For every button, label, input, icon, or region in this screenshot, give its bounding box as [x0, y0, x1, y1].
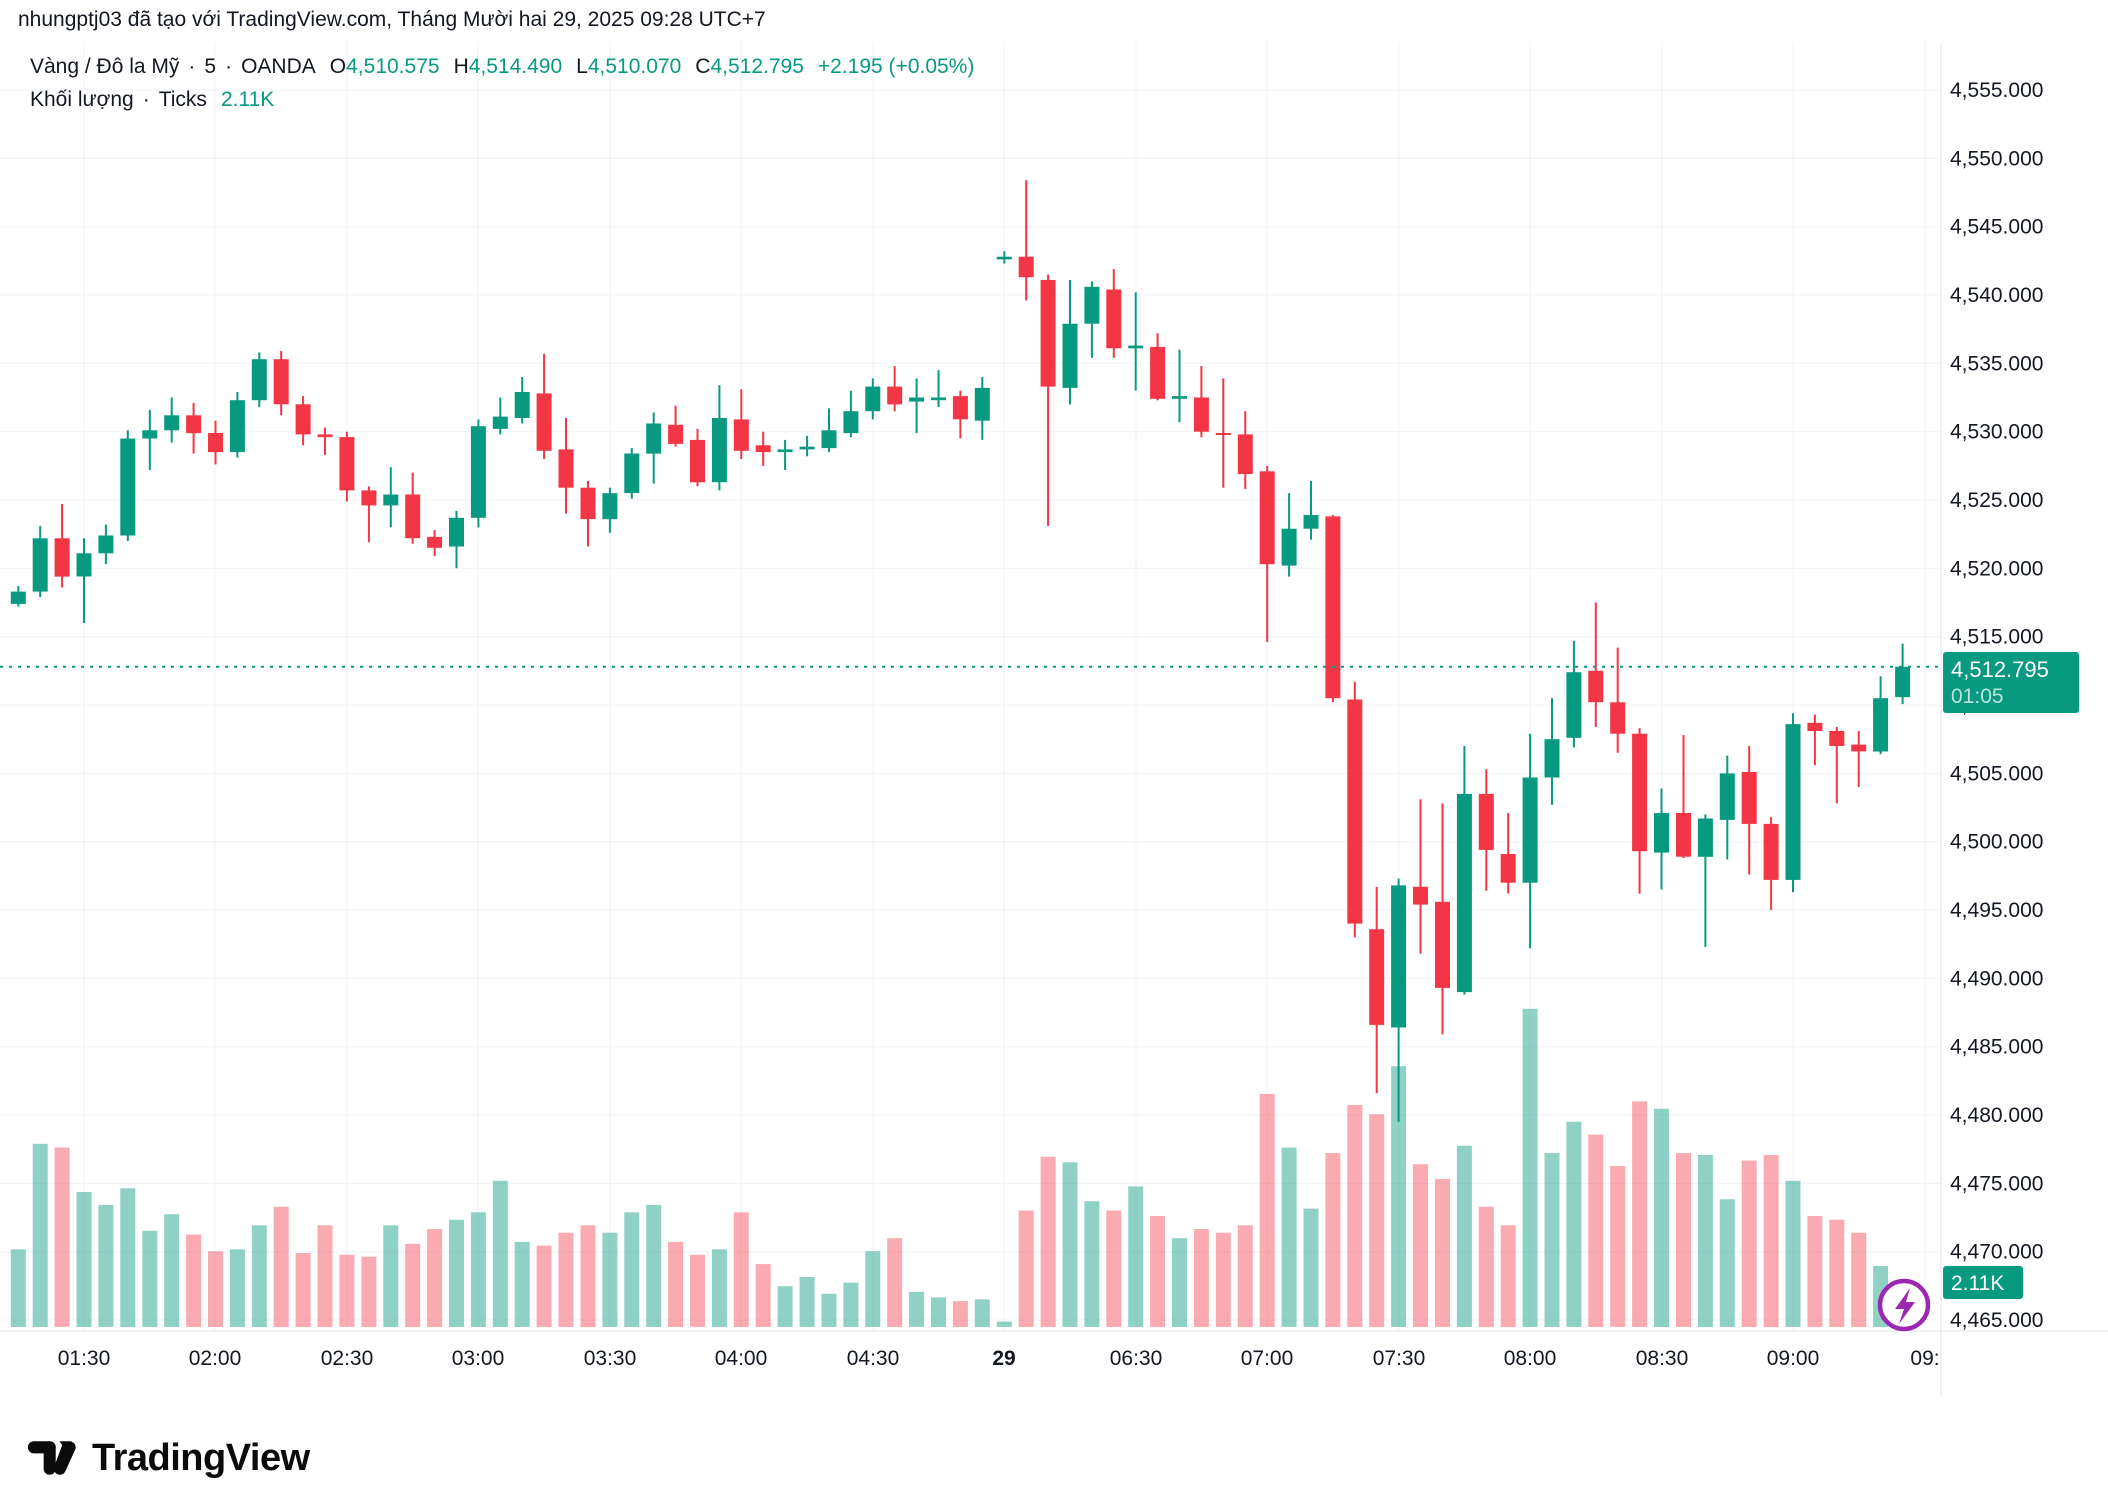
- svg-text:01:30: 01:30: [58, 1347, 111, 1370]
- svg-text:04:30: 04:30: [847, 1347, 900, 1370]
- interval-value[interactable]: 5: [204, 54, 217, 78]
- svg-text:02:00: 02:00: [189, 1347, 242, 1370]
- svg-text:29: 29: [992, 1347, 1015, 1370]
- svg-text:07:30: 07:30: [1373, 1347, 1426, 1370]
- svg-text:02:30: 02:30: [321, 1347, 374, 1370]
- high-value: H4,514.490: [453, 54, 563, 78]
- close-value: C4,512.795: [695, 54, 804, 78]
- low-value: L4,510.070: [576, 54, 682, 78]
- svg-text:03:00: 03:00: [452, 1347, 505, 1370]
- bar-countdown: 01:05: [1951, 685, 2004, 708]
- volume-histogram[interactable]: [10, 1008, 1911, 1328]
- svg-text:2.11K: 2.11K: [1951, 1272, 2004, 1295]
- svg-text:09:: 09:: [1910, 1347, 1939, 1370]
- svg-text:03:30: 03:30: [584, 1347, 637, 1370]
- tradingview-branding[interactable]: TradingView: [26, 1432, 310, 1484]
- svg-text:06:30: 06:30: [1110, 1347, 1163, 1370]
- legend-separator: ·: [142, 87, 150, 111]
- volume-badge: 2.11K: [1943, 1266, 2023, 1299]
- svg-text:07:00: 07:00: [1241, 1347, 1294, 1370]
- svg-text:09:00: 09:00: [1767, 1347, 1820, 1370]
- price-axis[interactable]: 4,555.000 4,550.000 4,545.000 4,540.000 4,53…: [1950, 79, 2043, 1332]
- svg-text:4,525.000: 4,525.000: [1950, 489, 2043, 512]
- svg-text:4,540.000: 4,540.000: [1950, 284, 2043, 307]
- chart-legend: Vàng / Đô la Mỹ · 5 · OANDA O4,510.575 H…: [30, 50, 974, 116]
- svg-text:4,495.000: 4,495.000: [1950, 899, 2043, 922]
- svg-text:4,500.000: 4,500.000: [1950, 831, 2043, 854]
- volume-current-value: 2.11K: [220, 87, 275, 111]
- svg-text:08:30: 08:30: [1636, 1347, 1689, 1370]
- svg-text:4,535.000: 4,535.000: [1950, 352, 2043, 375]
- svg-text:4,490.000: 4,490.000: [1950, 967, 2043, 990]
- svg-text:4,505.000: 4,505.000: [1950, 762, 2043, 785]
- time-gridlines: [83, 42, 1926, 1331]
- tradingview-logo: [27, 1441, 76, 1475]
- legend-separator: ·: [188, 54, 196, 78]
- symbol-name[interactable]: Vàng / Đô la Mỹ: [30, 54, 180, 78]
- volume-source: Ticks: [158, 87, 207, 111]
- open-value: O4,510.575: [329, 54, 440, 78]
- svg-text:4,512.795: 4,512.795: [1951, 657, 2049, 682]
- svg-text:4,480.000: 4,480.000: [1950, 1104, 2043, 1127]
- svg-text:08:00: 08:00: [1504, 1347, 1557, 1370]
- lightning-icon[interactable]: [1877, 1278, 1931, 1332]
- svg-text:4,485.000: 4,485.000: [1950, 1036, 2043, 1059]
- current-price-badge: 4,512.795 01:05: [1943, 652, 2079, 713]
- change-value: +2.195 (+0.05%): [817, 54, 975, 78]
- time-axis[interactable]: 01:30 02:00 02:30 03:00 03:30 04:00 04:30 29 06:…: [58, 1347, 1940, 1370]
- svg-text:4,515.000: 4,515.000: [1950, 626, 2043, 649]
- svg-text:4,465.000: 4,465.000: [1950, 1309, 2043, 1332]
- volume-legend-row: Khối lượng · Ticks 2.11K: [30, 83, 974, 116]
- svg-text:4,475.000: 4,475.000: [1950, 1172, 2043, 1195]
- svg-text:4,530.000: 4,530.000: [1950, 421, 2043, 444]
- tradingview-logo-text: TradingView: [92, 1436, 310, 1479]
- legend-separator: ·: [225, 54, 233, 78]
- svg-text:4,520.000: 4,520.000: [1950, 557, 2043, 580]
- svg-text:4,555.000: 4,555.000: [1950, 79, 2043, 102]
- svg-text:4,550.000: 4,550.000: [1950, 147, 2043, 170]
- exchange-name[interactable]: OANDA: [241, 54, 316, 78]
- attribution-text: nhungptj03 đã tạo với TradingView.com, T…: [18, 8, 766, 31]
- symbol-legend-row: Vàng / Đô la Mỹ · 5 · OANDA O4,510.575 H…: [30, 50, 974, 83]
- svg-text:4,545.000: 4,545.000: [1950, 216, 2043, 239]
- price-gridlines: [0, 89, 1941, 1321]
- svg-text:04:00: 04:00: [715, 1347, 768, 1370]
- svg-text:4,470.000: 4,470.000: [1950, 1241, 2043, 1264]
- candlestick-series[interactable]: [10, 180, 1911, 1122]
- volume-label[interactable]: Khối lượng: [30, 87, 134, 111]
